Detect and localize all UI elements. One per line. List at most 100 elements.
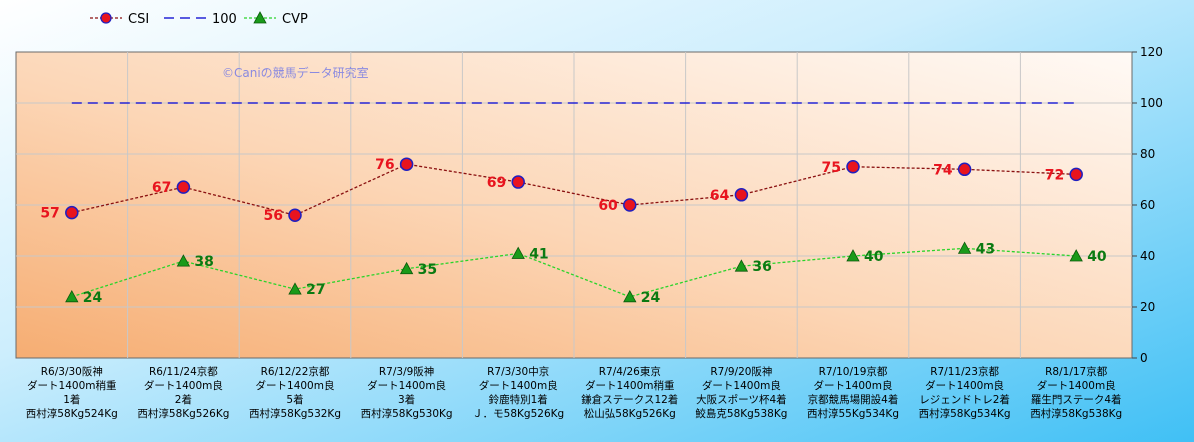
category-label-line: R8/1/17京都 [1045,365,1108,378]
category-label-line: R7/4/26東京 [599,365,661,378]
csi-data-label: 76 [375,157,394,173]
cvp-point [399,261,414,275]
category-label-line: 松山弘58Kg526Kg [584,407,676,420]
category-label-line: 西村淳58Kg534Kg [919,407,1011,420]
category-label-line: R7/3/30中京 [487,365,549,378]
y-tick-label: 100 [1140,96,1163,110]
y-tick-label: 80 [1140,147,1155,161]
cvp-point [957,241,972,254]
category-label-line: レジェンドトレ2着 [919,393,1010,406]
csi-point [288,208,302,222]
category-label: R7/4/26東京ダート1400m稍重鎌倉ステークス12着松山弘58Kg526K… [581,365,678,420]
cvp-point [176,254,191,267]
legend-label: CSI [128,12,149,27]
cvp-point [846,249,860,262]
cvp-data-label: 41 [529,246,548,262]
category-label-line: 5着 [286,393,303,406]
csi-point [65,205,79,220]
cvp-point [511,246,525,259]
legend-item-100: 100 [164,12,237,27]
y-tick-label: 40 [1140,249,1155,263]
category-label-line: 西村淳58Kg538Kg [1030,407,1122,420]
cvp-point [1069,249,1083,262]
legend-item-cvp: CVP [244,11,308,27]
cvp-data-label: 24 [641,290,661,306]
legend-label: CVP [282,12,308,27]
csi-point [1069,167,1083,182]
csi-data-label: 72 [1045,167,1064,183]
legend-marker [100,12,112,24]
category-label-line: 西村淳58Kg526Kg [137,407,229,420]
cvp-data-label: 43 [976,241,995,257]
category-label-line: 3着 [398,393,415,406]
cvp-data-label: 24 [83,290,103,306]
cvp-point [623,289,637,303]
category-label-line: ダート1400m良 [256,379,335,392]
category-label-line: 西村淳58Kg524Kg [26,407,118,420]
category-label-line: R7/11/23京都 [930,365,999,378]
watermark: ©Caniの競馬データ研究室 [222,65,369,80]
series-lines [71,102,1077,298]
cvp-point [288,282,302,295]
category-label-line: ダート1400m良 [925,379,1004,392]
category-label-line: R7/3/9阪神 [379,365,434,378]
category-label-line: ダート1400m良 [1037,379,1116,392]
csi-point [734,188,749,202]
series-line-cvp [71,247,1077,298]
legend-marker [253,11,267,24]
cvp-data-label: 36 [752,259,771,275]
legend-item-csi: CSI [90,12,149,27]
csi-point [957,162,972,177]
csi-data-label: 56 [264,208,283,224]
category-label-line: R7/10/19京都 [819,365,888,378]
category-label-line: 西村淳58Kg532Kg [249,407,341,420]
cvp-point [65,289,79,303]
cvp-data-label: 38 [194,254,213,270]
series-line-csi [71,163,1077,216]
category-label-line: 羅生門ステーク4着 [1031,393,1122,406]
csi-point [399,157,414,171]
category-label-line: R6/12/22京都 [261,365,330,378]
category-label-line: ダート1400m稍重 [27,379,116,392]
category-label-line: R7/9/20阪神 [710,365,772,378]
y-tick-label: 60 [1140,198,1155,212]
category-label-line: 鎌倉ステークス12着 [581,393,678,406]
csi-data-label: 69 [487,175,506,191]
legend: CSI 100 CVP [90,11,308,27]
csi-point [846,160,860,174]
csi-data-label: 64 [710,188,730,204]
category-label-line: ダート1400m良 [702,379,781,392]
category-label-line: 鮫島克58Kg538Kg [695,407,787,420]
category-label-line: ダート1400m良 [144,379,223,392]
category-label-line: Ｊ．モ58Kg526Kg [472,408,564,420]
legend-label: 100 [212,12,237,27]
y-axis: 0 20 40 60 80 100 120 [1132,45,1163,365]
category-label-line: R6/3/30阪神 [41,365,103,378]
category-label-line: 鈴鹿特別1着 [489,393,548,406]
category-label-line: ダート1400m稍重 [585,379,674,392]
y-tick-label: 20 [1140,300,1155,314]
y-tick-label: 120 [1140,45,1163,59]
csi-data-label: 74 [933,162,953,178]
csi-data-label: 60 [598,198,618,214]
cvp-data-label: 35 [418,262,437,278]
csi-data-label: 75 [822,160,841,176]
csi-data-label: 57 [40,206,59,222]
category-label-line: 大阪スポーツ杯4着 [696,393,786,406]
csi-point [511,175,525,189]
category-label-line: 西村淳55Kg534Kg [807,407,899,420]
category-label-line: ダート1400m良 [814,379,893,392]
csi-point [176,180,191,194]
category-label-line: ダート1400m良 [479,379,558,392]
cvp-data-label: 27 [306,282,325,298]
category-label-line: 西村淳58Kg530Kg [361,407,453,420]
category-label-line: R6/11/24京都 [149,365,218,378]
